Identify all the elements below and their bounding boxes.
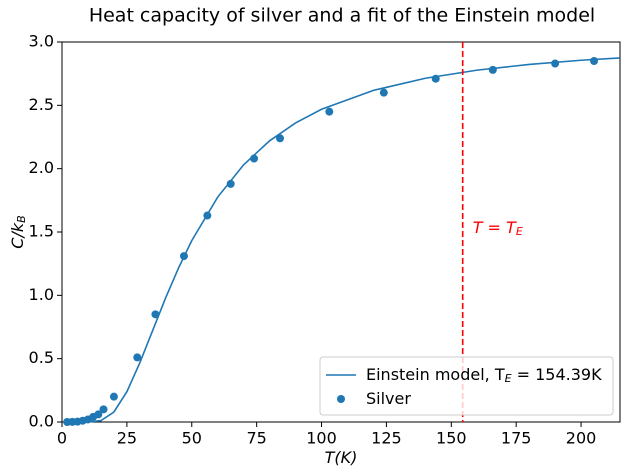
data-point (431, 74, 440, 83)
legend-label-text: Einstein model, T (366, 365, 505, 384)
y-tick-label: 1.5 (29, 222, 54, 241)
x-tick-label: 50 (182, 429, 202, 448)
y-tick-label: 1.0 (29, 285, 54, 304)
x-tick-label: 100 (306, 429, 337, 448)
y-axis-label-text: C/k (8, 222, 27, 249)
legend-box (319, 356, 614, 416)
y-tick-label: 0.5 (29, 348, 54, 367)
data-point (226, 179, 235, 188)
data-point (250, 154, 259, 163)
data-point (179, 252, 188, 261)
y-axis-label-sub: B (15, 215, 28, 223)
chart-title: Heat capacity of silver and a fit of the… (89, 5, 595, 27)
annotation-text: T = T (473, 218, 517, 237)
data-point (133, 353, 142, 362)
x-tick-label: 200 (566, 429, 597, 448)
data-point (203, 211, 212, 220)
data-point (94, 410, 103, 419)
annotation-sub: E (516, 225, 523, 238)
data-point (379, 88, 388, 97)
data-point (590, 57, 599, 65)
x-axis-label-text: T(K) (325, 448, 358, 467)
legend-label-sub: E (505, 372, 512, 385)
y-axis-label: C/kB (8, 215, 29, 248)
legend-label: Einstein model, TE = 154.39K (366, 365, 602, 386)
data-point (99, 405, 108, 414)
legend-label: Silver (366, 389, 411, 408)
data-point (276, 134, 285, 143)
x-tick-label: 150 (436, 429, 467, 448)
annotation: T = TE (473, 218, 523, 239)
legend-swatch (337, 395, 345, 403)
x-tick-label: 175 (501, 429, 532, 448)
y-tick-label: 0.0 (29, 412, 54, 431)
legend-label-text: Silver (366, 389, 411, 408)
x-axis-label: T(K) (325, 448, 358, 467)
y-tick-label: 2.0 (29, 158, 54, 177)
data-point (551, 59, 560, 68)
y-tick-label: 3.0 (29, 32, 54, 51)
data-point (109, 392, 118, 401)
fit-line (67, 57, 621, 423)
y-tick-label: 2.5 (29, 95, 54, 114)
x-tick-label: 125 (371, 429, 402, 448)
x-tick-label: 25 (117, 429, 137, 448)
legend-label-tail: = 154.39K (512, 365, 603, 384)
data-point (325, 107, 334, 116)
x-tick-label: 0 (57, 429, 67, 448)
x-tick-label: 75 (246, 429, 266, 448)
data-point (488, 65, 497, 74)
data-point (151, 310, 160, 319)
